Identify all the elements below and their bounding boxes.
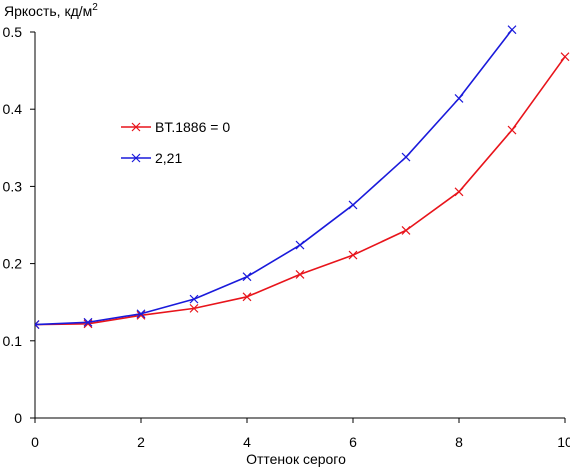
data-point [295,240,305,250]
y-tick-label: 0.1 [3,333,23,349]
x-tick-label: 6 [349,434,357,450]
legend: BT.1886 = 0 2,21 [121,119,230,166]
data-point [242,292,252,302]
y-axis-title: Яркость, кд/м2 [4,2,98,19]
data-point [401,225,411,235]
data-point [507,125,517,135]
data-point [35,320,40,330]
legend-item-221: 2,21 [121,150,182,166]
x-ticks: 0 2 4 6 8 10 [31,418,570,450]
data-point [507,25,517,35]
data-point [454,187,464,197]
data-point [189,294,199,304]
legend-marker-bt1886 [131,122,141,132]
data-point [401,152,411,162]
data-point [242,272,252,282]
data-point [295,269,305,279]
y-tick-label: 0.5 [3,24,23,40]
y-axis-title-superscript: 2 [92,2,98,13]
series-0 [35,52,570,330]
x-tick-label: 2 [137,434,145,450]
y-axis-title-text: Яркость, кд/м [4,3,92,19]
legend-item-bt1886: BT.1886 = 0 [121,119,230,135]
svg-text:Яркость, кд/м2: Яркость, кд/м2 [4,2,98,19]
y-tick-label: 0 [14,410,22,426]
data-point [189,303,199,313]
data-point [560,52,570,62]
y-tick-label: 0.3 [3,178,23,194]
x-tick-label: 8 [455,434,463,450]
series-line [35,56,566,326]
legend-label-bt1886: BT.1886 = 0 [155,119,230,135]
series-layer [35,25,570,330]
axes [34,32,565,419]
x-tick-label: 0 [31,434,39,450]
data-point [136,309,146,319]
legend-label-221: 2,21 [155,150,182,166]
data-point [454,93,464,103]
x-tick-label: 4 [243,434,251,450]
legend-marker-221 [131,153,141,163]
data-point [83,317,93,327]
data-point [348,200,358,210]
data-point [348,250,358,260]
series-line [35,29,513,326]
y-tick-label: 0.4 [3,101,23,117]
y-tick-label: 0.2 [3,256,23,272]
series-1 [35,25,517,330]
y-ticks: 0 0.1 0.2 0.3 0.4 0.5 [3,24,35,426]
x-tick-label: 10 [557,434,570,450]
x-axis-title: Оттенок серого [246,451,346,467]
